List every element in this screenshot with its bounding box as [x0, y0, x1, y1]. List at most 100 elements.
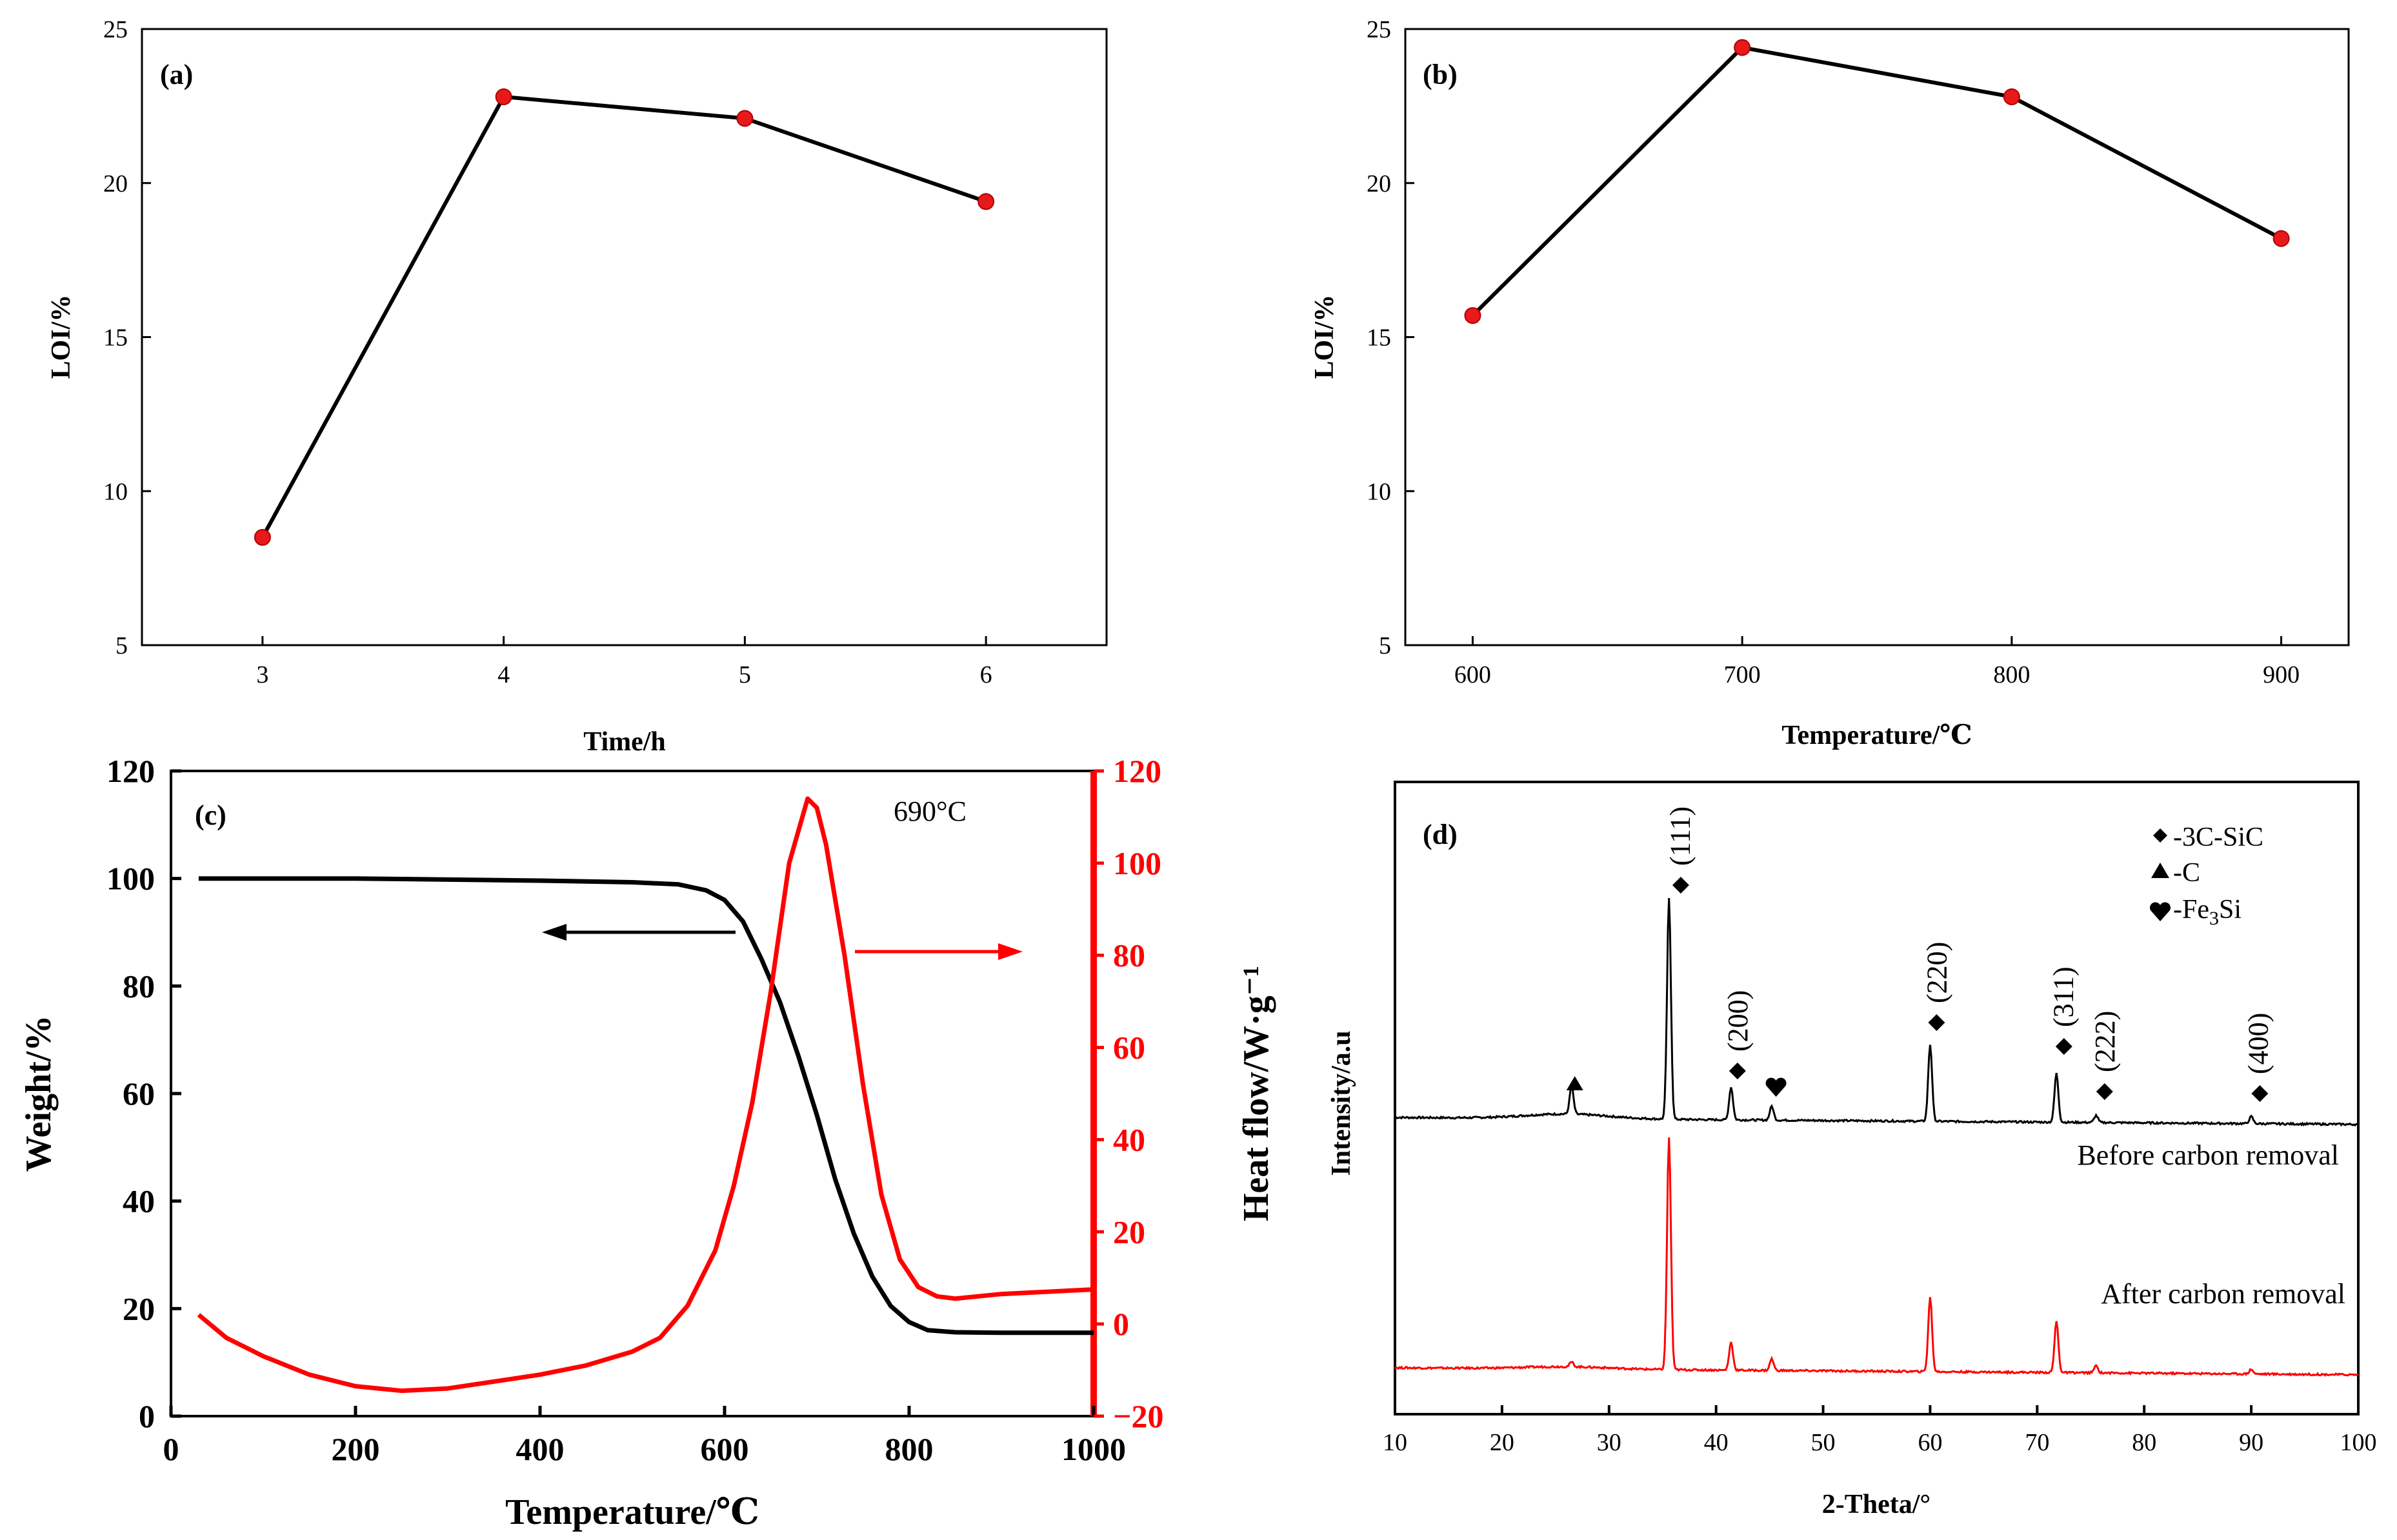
panel-a-point	[495, 88, 512, 106]
panel-a-ytick-label: 5	[115, 632, 128, 659]
panel-d-xlabel: 2-Theta/°	[1822, 1490, 1931, 1519]
panel-a-xtick-label: 6	[980, 661, 992, 688]
panel-b-xlabel: Temperature/℃	[1781, 721, 1972, 750]
panel-c-ytick-label: 60	[123, 1075, 155, 1112]
panel-d-xtick-label: 100	[2340, 1429, 2377, 1456]
legend-diamond-icon	[2153, 828, 2167, 843]
panel-a-ylabel: LOI/%	[46, 295, 76, 379]
weight-curve	[198, 876, 1094, 1335]
panel-c-ytick-label: 20	[123, 1290, 155, 1326]
sic-peak-marker	[2055, 1038, 2072, 1055]
panel-a-ytick-label: 15	[103, 325, 128, 352]
peak-label: (222)	[2089, 1011, 2121, 1072]
sic-peak-marker	[1672, 877, 1689, 894]
panel-a-xtick-label: 5	[739, 661, 751, 688]
panel-d-frame	[1394, 781, 2360, 1415]
panel-d-xtick-label: 90	[2239, 1429, 2263, 1456]
panel-d-xtick-label: 80	[2132, 1429, 2156, 1456]
panel-d-xtick-label: 10	[1383, 1429, 1407, 1456]
panel-c-ytick-right-label: 100	[1113, 845, 1161, 881]
after-carbon-removal-label: After carbon removal	[2101, 1278, 2345, 1310]
panel-d-ylabel: Intensity/a.u	[1327, 1030, 1356, 1175]
panel-c-ytick-right-label: 40	[1113, 1121, 1145, 1157]
panel-c-xtick-label: 1000	[1061, 1431, 1126, 1467]
peak-label: (200)	[1722, 990, 1754, 1052]
panel-a-series-line	[261, 94, 987, 539]
panel-a: (a) 3 4 5 6 5 10 15 20 25 Time/h LOI/%	[46, 16, 1108, 757]
panel-d-xtick-label: 40	[1704, 1429, 1729, 1456]
heatflow-axis-arrowhead	[998, 943, 1023, 960]
panel-c-peak-annotation: 690°C	[894, 795, 967, 827]
panel-a-point	[736, 110, 754, 127]
legend-triangle-icon	[2151, 863, 2169, 878]
carbon-peak-marker	[1566, 1076, 1583, 1090]
panel-c-xtick-label: 400	[516, 1431, 565, 1467]
heat-flow-curve	[197, 796, 1094, 1394]
panel-b-xtick-label: 700	[1724, 661, 1761, 688]
panel-c-ytick-right-label: 120	[1113, 753, 1161, 789]
panel-a-ytick-label: 25	[103, 16, 128, 43]
sic-peak-marker	[1928, 1014, 1945, 1031]
panel-c-ytick-right-label: 80	[1113, 937, 1145, 974]
panel-d-xtick-label: 20	[1490, 1429, 1514, 1456]
panel-d-xtick-label: 50	[1811, 1429, 1836, 1456]
panel-c-ytick-right-label: 60	[1113, 1030, 1145, 1066]
peak-label: (400)	[2242, 1013, 2274, 1074]
panel-b-label: (b)	[1423, 59, 1458, 90]
panel-b-series-line	[1471, 45, 2282, 317]
panel-a-point	[978, 193, 995, 210]
panel-d-legend: -3C-SiC -C -Fe3Si	[2150, 823, 2263, 929]
panel-c-xlabel: Temperature/℃	[505, 1492, 759, 1532]
panel-b-ytick-label: 15	[1367, 325, 1391, 352]
panel-a-frame	[141, 28, 1108, 646]
panel-c-ytick-right-label: 0	[1113, 1306, 1129, 1342]
panel-c-ytick-right-label: −20	[1113, 1398, 1164, 1434]
panel-a-xtick-label: 4	[497, 661, 510, 688]
panel-b-ytick-label: 10	[1367, 478, 1391, 505]
panel-b-xtick-label: 600	[1454, 661, 1491, 688]
panel-a-ytick-label: 20	[103, 170, 128, 197]
legend-sic-label: -3C-SiC	[2173, 823, 2263, 852]
panel-c-ytick-label: 40	[123, 1183, 155, 1219]
panel-c-ytick-label: 120	[106, 753, 155, 789]
panel-d-xtick-label: 60	[1918, 1429, 1942, 1456]
panel-c-ylabel-right: Heat flow/W·g⁻¹	[1236, 966, 1276, 1221]
peak-label: (311)	[2047, 966, 2079, 1027]
panel-a-point	[254, 528, 271, 546]
panel-c-xtick-label: 200	[332, 1431, 380, 1467]
panel-d-label: (d)	[1423, 819, 1458, 850]
panel-b-point	[2003, 88, 2020, 106]
panel-b-ytick-label: 5	[1379, 632, 1391, 659]
panel-d-xtick-label: 30	[1597, 1429, 1621, 1456]
panel-b-frame	[1404, 28, 2350, 646]
panel-c-ytick-label: 80	[123, 968, 155, 1004]
after-carbon-removal-pattern	[1394, 1137, 2359, 1377]
panel-c-frame	[170, 770, 1095, 1417]
panel-a-xtick-label: 3	[256, 661, 268, 688]
peak-label: (111)	[1665, 806, 1696, 866]
panel-c-ytick-label: 0	[139, 1398, 155, 1434]
panel-b-ytick-label: 25	[1367, 16, 1391, 43]
fe3si-peak-marker	[1765, 1077, 1787, 1097]
panel-c-ylabel: Weight/%	[19, 1015, 59, 1172]
panel-d-xtick-label: 70	[2025, 1429, 2049, 1456]
panel-a-ytick-label: 10	[103, 478, 128, 505]
before-carbon-removal-label: Before carbon removal	[2077, 1139, 2339, 1171]
panel-c-ytick-label: 100	[106, 861, 155, 897]
before-carbon-removal-pattern	[1394, 897, 2359, 1127]
panel-b-ylabel: LOI/%	[1310, 295, 1339, 379]
legend-carbon-label: -C	[2173, 858, 2200, 888]
panel-b-point	[1464, 307, 1481, 325]
panel-d: (d) 10 20 30 40 50 60 70 80 90 100 (111) (200) (220…	[1327, 781, 2377, 1519]
sic-peak-marker	[2096, 1083, 2113, 1100]
panel-a-label: (a)	[160, 59, 193, 90]
panel-c-xtick-label: 800	[885, 1431, 934, 1467]
panel-b-point	[2272, 230, 2290, 247]
peak-label: (220)	[1921, 942, 1953, 1003]
weight-axis-arrowhead	[542, 924, 567, 941]
legend-fe3si-label: -Fe3Si	[2173, 895, 2242, 929]
panel-b: (b) 600 700 800 900 5 10 15 20 25 Temperature/℃…	[1310, 16, 2350, 750]
panel-b-xtick-label: 800	[1993, 661, 2030, 688]
sic-peak-marker	[1729, 1063, 1746, 1079]
